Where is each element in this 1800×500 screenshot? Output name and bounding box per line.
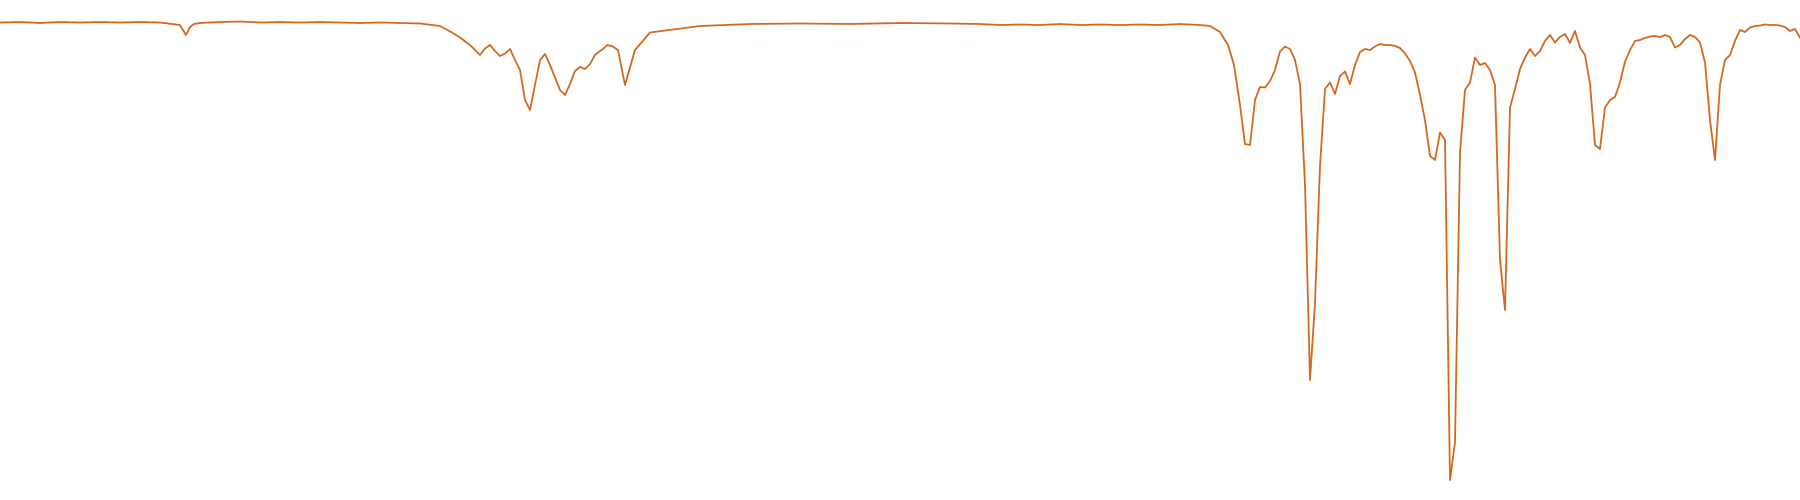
series-line-0: [0, 20, 1800, 481]
